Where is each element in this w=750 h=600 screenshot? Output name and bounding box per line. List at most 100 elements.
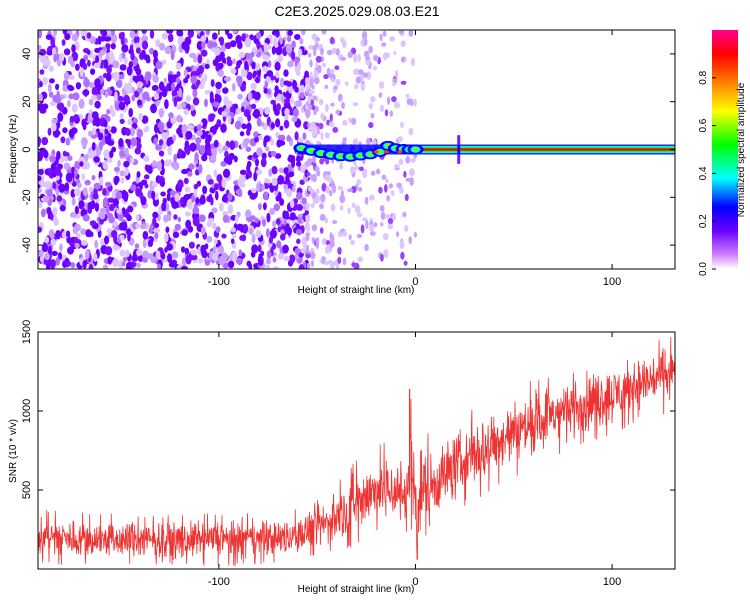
noise-blob <box>235 34 242 45</box>
noise-blob <box>283 255 291 262</box>
noise-blob <box>133 90 140 98</box>
noise-blob <box>381 42 387 47</box>
noise-blob <box>198 83 205 90</box>
noise-blob <box>189 142 197 152</box>
noise-blob <box>132 250 137 261</box>
snr-x-tick-label: 0 <box>412 576 418 588</box>
noise-blob <box>378 186 383 194</box>
noise-blob <box>48 78 55 84</box>
noise-blob <box>363 38 368 46</box>
noise-blob <box>75 82 82 90</box>
noise-blob <box>394 101 399 109</box>
noise-blob <box>168 74 175 84</box>
noise-blob <box>146 96 151 102</box>
noise-blob <box>93 156 100 163</box>
noise-blob <box>99 49 106 56</box>
noise-blob <box>119 170 125 177</box>
noise-blob <box>251 233 256 244</box>
noise-blob <box>331 47 337 54</box>
noise-blob <box>177 148 183 156</box>
noise-blob <box>234 120 242 130</box>
noise-blob <box>198 214 206 223</box>
noise-blob <box>138 112 144 121</box>
noise-blob <box>118 138 124 148</box>
noise-blob <box>277 175 285 185</box>
noise-blob <box>128 61 133 68</box>
noise-blob <box>78 98 85 109</box>
noise-blob <box>380 253 384 262</box>
noise-blob <box>217 245 225 254</box>
noise-blob <box>153 49 158 60</box>
noise-blob <box>400 80 407 85</box>
noise-blob <box>134 147 142 155</box>
noise-blob <box>46 189 53 198</box>
noise-blob <box>55 257 60 266</box>
noise-blob <box>123 57 128 65</box>
noise-blob <box>79 161 84 167</box>
noise-blob <box>193 202 198 213</box>
noise-blob <box>397 136 403 143</box>
noise-blob <box>295 192 303 200</box>
noise-blob <box>307 186 313 192</box>
noise-blob <box>106 228 113 234</box>
noise-blob <box>325 185 331 194</box>
noise-blob <box>85 161 90 170</box>
noise-blob <box>409 177 415 186</box>
noise-blob <box>99 128 105 134</box>
noise-blob <box>315 122 320 127</box>
noise-blob <box>74 168 78 177</box>
noise-blob <box>156 160 162 171</box>
noise-blob <box>59 52 65 63</box>
noise-blob <box>71 44 76 53</box>
noise-blob <box>129 157 135 164</box>
noise-blob <box>103 119 108 128</box>
noise-blob <box>413 231 418 238</box>
noise-blob <box>380 211 386 220</box>
noise-blob <box>361 30 368 40</box>
noise-blob <box>111 190 117 201</box>
noise-blob <box>258 203 262 211</box>
noise-blob <box>311 224 318 232</box>
noise-blob <box>165 226 170 233</box>
signal-blob <box>347 154 354 159</box>
noise-blob <box>283 219 287 226</box>
noise-blob <box>82 122 87 131</box>
noise-blob <box>132 75 137 82</box>
noise-blob <box>315 55 322 63</box>
noise-blob <box>38 44 42 51</box>
noise-blob <box>62 150 67 157</box>
noise-blob <box>373 55 379 62</box>
noise-blob <box>339 194 346 204</box>
noise-blob <box>284 108 290 117</box>
noise-blob <box>204 89 212 95</box>
noise-blob <box>286 135 292 142</box>
noise-blob <box>127 118 133 126</box>
noise-blob <box>388 183 394 189</box>
noise-blob <box>324 245 331 254</box>
noise-blob <box>94 117 102 127</box>
noise-blob <box>58 183 66 193</box>
noise-blob <box>222 168 231 178</box>
noise-blob <box>43 259 49 265</box>
noise-blob <box>271 46 276 55</box>
noise-blob <box>351 202 356 209</box>
noise-blob <box>65 261 72 267</box>
noise-blob <box>48 245 52 256</box>
noise-blob <box>59 155 65 163</box>
noise-blob <box>335 48 340 56</box>
snr-x-tick-label: -100 <box>208 576 230 588</box>
signal-peak <box>383 150 389 154</box>
noise-blob <box>244 37 252 48</box>
noise-blob <box>73 114 80 120</box>
noise-blob <box>191 84 197 90</box>
noise-blob <box>102 197 109 208</box>
noise-blob <box>61 39 66 46</box>
noise-blob <box>268 168 273 177</box>
noise-blob <box>104 128 109 135</box>
signal-blob <box>308 148 315 153</box>
noise-blob <box>56 195 63 202</box>
noise-blob <box>278 140 286 146</box>
noise-blob <box>125 261 133 269</box>
noise-blob <box>38 249 44 257</box>
noise-blob <box>115 245 120 251</box>
